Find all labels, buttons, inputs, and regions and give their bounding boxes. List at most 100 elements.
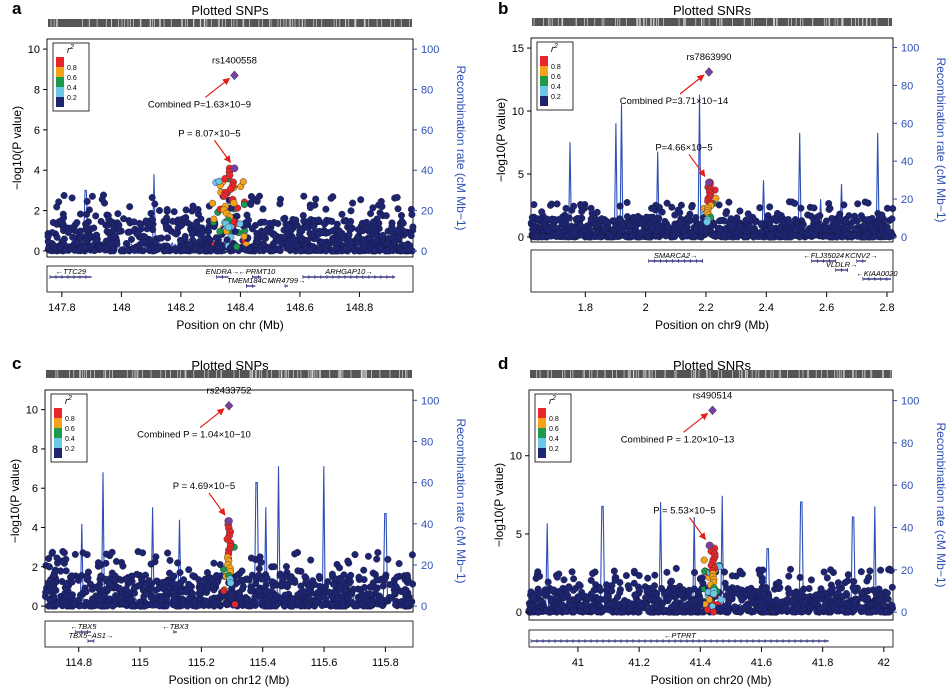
snp-point [398,211,406,219]
snp-point [62,598,70,606]
snp-point [264,602,272,610]
r2-legend: r20.80.60.40.2 [50,393,88,463]
snp-point [255,586,263,594]
snp-point [645,607,653,615]
snp-point [774,209,782,217]
snp-point [679,608,687,616]
snp-point [408,551,416,559]
lead-snp-label: rs7863990 [687,52,732,63]
snp-point [704,606,712,614]
plot-frame [530,37,894,243]
snp-point [239,585,247,593]
snp-point [223,236,231,244]
snp-point [568,568,576,576]
snp-point [575,595,583,603]
snp-point [671,600,679,608]
legend-tick-label: 0.4 [551,84,561,91]
snp-point [677,201,685,209]
snp-point [763,215,771,223]
replication-snp-point [225,517,233,525]
snp-point [807,576,815,584]
snp-point [45,563,53,571]
panel-label: b [498,0,508,18]
gene-track-frame [528,629,894,648]
snp-point [208,576,216,584]
snp-point [883,204,891,212]
snp-point [203,586,211,594]
snp-point [691,569,699,577]
snp-point [534,608,542,616]
snp-points [527,178,897,241]
snp-point [235,591,243,599]
snp-point [624,582,632,590]
x-tick-label: 41.8 [812,657,833,669]
replication-arrow [208,492,226,516]
y-tick-label: 4 [34,165,40,177]
snp-point [322,205,330,213]
legend-swatch [538,408,546,418]
snp-point [314,246,322,254]
snp-point [163,246,171,254]
snp-point [118,599,126,607]
snp-point [143,225,151,233]
snp-point [373,576,381,584]
snp-point [244,216,252,224]
snp-point [810,204,818,212]
snp-point [364,224,372,232]
snp-point [530,201,538,209]
snp-point [755,604,763,612]
legend-swatch [54,418,62,428]
snp-point [637,602,645,610]
snp-point [325,588,333,596]
y-axis-left: 0 2 4 6 8 10 [26,405,45,613]
snp-point [92,236,100,244]
snp-point [322,596,330,604]
gene-label: VLDLR→ [826,260,858,269]
snp-point [665,594,673,602]
snp-point [208,199,216,207]
snp-point [630,567,638,575]
snp-point [883,589,891,597]
snp-point [306,247,314,255]
snp-point [570,575,578,583]
snp-point [329,227,337,235]
lead-snp-diamond [704,67,714,77]
snp-point [282,563,290,571]
x-tick-label: 41.4 [690,657,711,669]
snp-point [773,604,781,612]
snp-point [644,574,652,582]
snp-point [357,196,365,204]
peak-snp-point [226,185,235,193]
snp-point [698,228,706,236]
snp-point [102,602,110,610]
snp-point [692,214,700,222]
snp-point [97,245,105,253]
snp-point [861,233,869,241]
y-tick-label: 10 [28,44,40,56]
x-axis-label: Position on chr (Mb) [176,318,283,332]
snp-point [49,548,57,556]
snp-point [865,215,873,223]
snp-point [789,608,797,616]
snp-point [373,555,381,563]
snp-point [858,589,866,597]
snp-point [318,602,326,610]
snp-point [97,217,105,225]
y-right-tick-label: 40 [901,156,913,168]
y-tick-label: 5 [518,169,524,181]
y-right-tick-label: 100 [421,395,439,407]
snp-point [717,596,725,604]
y-right-tick-label: 60 [421,478,433,490]
snp-point [668,203,676,211]
y-right-tick-label: 60 [901,118,913,130]
snp-point [147,209,155,217]
snp-point [543,606,551,614]
snp-point [829,603,837,611]
snp-point [120,215,128,223]
snp-point [246,244,254,252]
snp-point [634,214,642,222]
snp-point [865,574,873,582]
snp-point [346,578,354,586]
legend-swatch [540,56,548,66]
